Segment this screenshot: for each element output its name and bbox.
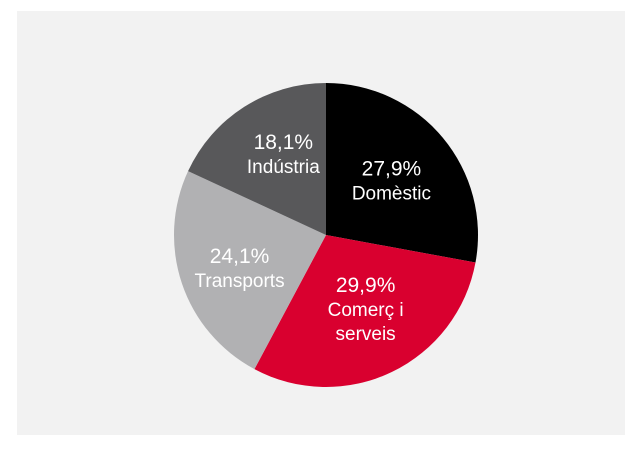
slice-label-dom-stic: 27,9% Domèstic	[352, 158, 431, 205]
pie-slices	[173, 83, 478, 388]
slice-value-label: 27,9%	[362, 158, 422, 181]
slice-value-label: 24,1%	[210, 245, 270, 268]
pie-slice-ind-stria	[188, 83, 326, 235]
pie-slice-transports	[173, 171, 326, 370]
slice-label-ind-stria: 18,1% Indústria	[247, 131, 320, 178]
pie-slice-comer-i-serveis	[254, 235, 476, 388]
slice-name-label: Domèstic	[352, 184, 431, 205]
chart-panel: 27,9% Domèstic 29,9% Comerç i serveis 24,1% Tr…	[17, 11, 625, 435]
slice-name-label: Transports	[194, 271, 284, 292]
slice-label-comer-i-serveis: 29,9% Comerç i serveis	[328, 274, 404, 345]
pie-chart: 27,9% Domèstic 29,9% Comerç i serveis 24,1% Tr…	[173, 83, 478, 388]
slice-name-label: Indústria	[247, 157, 320, 178]
slice-name-label: Comerç i	[328, 300, 404, 321]
slice-value-label: 29,9%	[336, 274, 396, 297]
slice-label-transports: 24,1% Transports	[194, 245, 284, 292]
pie-labels: 27,9% Domèstic 29,9% Comerç i serveis 24,1% Tr…	[194, 131, 431, 345]
slice-name-label: serveis	[336, 324, 396, 345]
pie-slice-dom-stic	[326, 83, 478, 263]
slice-value-label: 18,1%	[254, 131, 314, 154]
